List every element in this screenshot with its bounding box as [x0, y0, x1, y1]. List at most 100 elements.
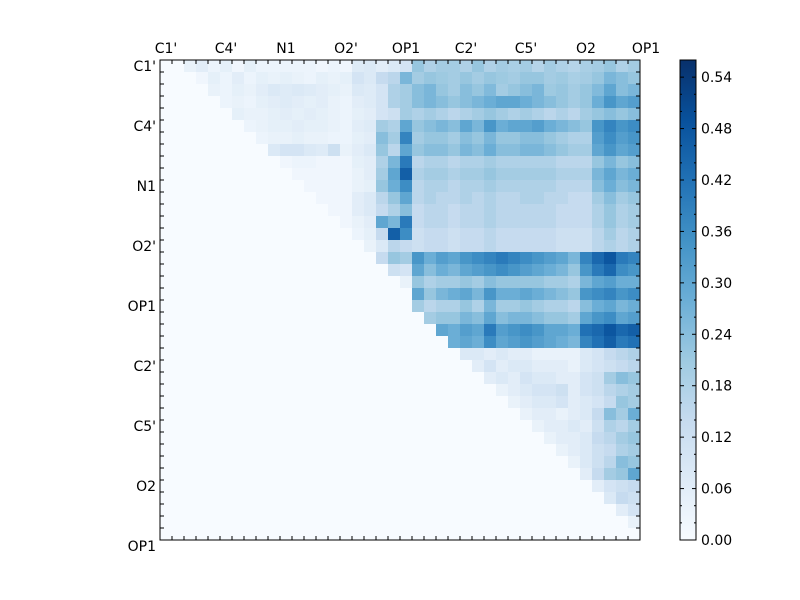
heatmap-cell — [160, 480, 173, 493]
heatmap-cell — [400, 240, 413, 253]
heatmap-cell — [280, 432, 293, 445]
colorbar-tick-label: 0.42 — [701, 173, 732, 189]
heatmap-cell — [568, 120, 581, 133]
heatmap-cell — [232, 420, 245, 433]
heatmap-cell — [520, 84, 533, 97]
heatmap-cell — [616, 120, 629, 133]
heatmap-cell — [520, 312, 533, 325]
heatmap-cell — [160, 180, 173, 193]
heatmap-cell — [400, 144, 413, 157]
heatmap-cell — [400, 372, 413, 385]
heatmap-cell — [400, 156, 413, 169]
heatmap-cell — [340, 240, 353, 253]
heatmap-cell — [436, 408, 449, 421]
heatmap-cell — [328, 396, 341, 409]
heatmap-cell — [388, 408, 401, 421]
heatmap-cell — [628, 264, 641, 277]
heatmap-cell — [568, 288, 581, 301]
heatmap-cell — [244, 60, 257, 73]
heatmap-cell — [376, 516, 389, 529]
heatmap-cell — [268, 288, 281, 301]
heatmap-cell — [316, 192, 329, 205]
heatmap-cell — [304, 420, 317, 433]
heatmap-cell — [472, 492, 485, 505]
heatmap-cell — [268, 300, 281, 313]
heatmap-cell — [244, 240, 257, 253]
heatmap-cell — [352, 120, 365, 133]
heatmap-cell — [184, 300, 197, 313]
heatmap-cell — [592, 516, 605, 529]
heatmap-cell — [412, 348, 425, 361]
x-tick-label: N1 — [276, 41, 295, 57]
heatmap-cell — [544, 348, 557, 361]
heatmap-cell — [424, 408, 437, 421]
heatmap-cell — [568, 84, 581, 97]
heatmap-cell — [256, 144, 269, 157]
heatmap-cell — [424, 84, 437, 97]
heatmap-cell — [316, 264, 329, 277]
heatmap-cell — [160, 60, 173, 73]
heatmap-cell — [508, 156, 521, 169]
heatmap-cell — [196, 132, 209, 145]
heatmap-cell — [436, 216, 449, 229]
heatmap-cell — [472, 60, 485, 73]
heatmap-cell — [388, 492, 401, 505]
heatmap-cell — [460, 72, 473, 85]
heatmap-cell — [424, 300, 437, 313]
heatmap-cell — [196, 300, 209, 313]
heatmap-cell — [160, 528, 173, 541]
heatmap-cell — [496, 360, 509, 373]
heatmap-cell — [268, 444, 281, 457]
heatmap-cell — [400, 336, 413, 349]
heatmap-cell — [472, 72, 485, 85]
heatmap-cell — [388, 252, 401, 265]
heatmap-cell — [604, 432, 617, 445]
heatmap-cell — [220, 144, 233, 157]
heatmap-cell — [436, 192, 449, 205]
heatmap-cell — [580, 132, 593, 145]
heatmap-cell — [400, 288, 413, 301]
heatmap-cell — [364, 132, 377, 145]
heatmap-cell — [472, 168, 485, 181]
heatmap-cell — [376, 144, 389, 157]
heatmap-cell — [424, 396, 437, 409]
heatmap-cell — [220, 504, 233, 517]
heatmap-cell — [232, 456, 245, 469]
heatmap-cell — [256, 252, 269, 265]
heatmap-cell — [184, 180, 197, 193]
heatmap-cell — [580, 312, 593, 325]
heatmap-cell — [616, 192, 629, 205]
heatmap-cell — [544, 396, 557, 409]
heatmap-cell — [160, 384, 173, 397]
heatmap-cell — [520, 168, 533, 181]
heatmap-cell — [532, 300, 545, 313]
heatmap-cell — [352, 252, 365, 265]
heatmap-cell — [556, 360, 569, 373]
heatmap-cell — [328, 360, 341, 373]
heatmap-cell — [256, 444, 269, 457]
heatmap-cell — [340, 492, 353, 505]
heatmap-cell — [604, 120, 617, 133]
heatmap-cell — [340, 468, 353, 481]
heatmap-cell — [184, 312, 197, 325]
heatmap-cell — [184, 408, 197, 421]
heatmap-cell — [400, 216, 413, 229]
heatmap-cell — [160, 204, 173, 217]
heatmap-cell — [184, 240, 197, 253]
heatmap-cell — [604, 96, 617, 109]
heatmap-cell — [196, 396, 209, 409]
heatmap-cell — [400, 504, 413, 517]
heatmap-cell — [352, 132, 365, 145]
heatmap-cell — [556, 240, 569, 253]
heatmap-cell — [532, 120, 545, 133]
heatmap-cell — [520, 252, 533, 265]
heatmap-cell — [544, 384, 557, 397]
heatmap-cell — [616, 264, 629, 277]
heatmap-cell — [604, 396, 617, 409]
heatmap-cell — [472, 252, 485, 265]
heatmap-cell — [424, 192, 437, 205]
heatmap-cell — [376, 444, 389, 457]
heatmap-cell — [280, 84, 293, 97]
heatmap-cell — [388, 432, 401, 445]
heatmap-cell — [568, 528, 581, 541]
